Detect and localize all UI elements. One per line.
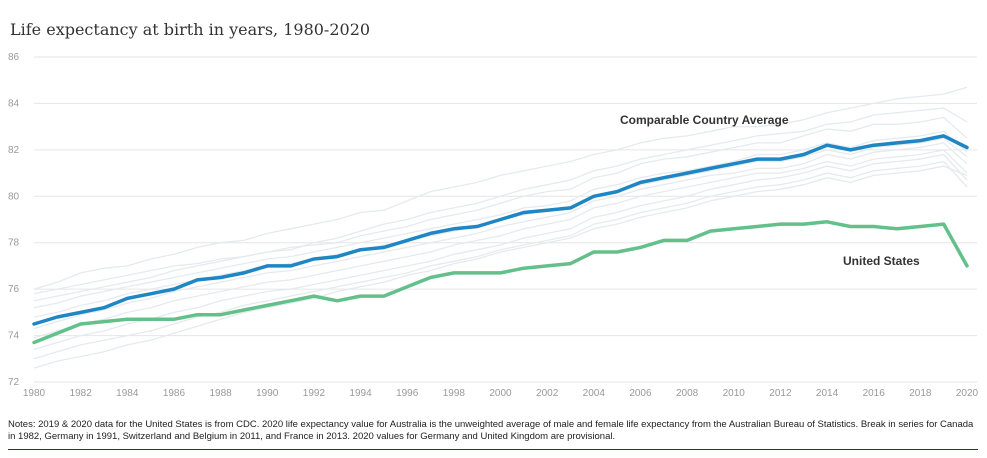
line-chart: 72 74 76 78 80 82 84 86 1980 1982 1984 1986 1988 199… <box>8 52 979 399</box>
background-country-line <box>33 160 968 360</box>
x-tick-label: 1994 <box>349 388 372 399</box>
background-country-line <box>33 149 968 339</box>
y-tick-label: 80 <box>8 191 20 202</box>
x-tick-label: 2016 <box>863 388 886 399</box>
background-country-line <box>33 142 968 330</box>
x-tick-label: 2006 <box>629 388 652 399</box>
x-tick-label: 1996 <box>396 388 419 399</box>
background-country-line <box>33 116 968 302</box>
background-country-line <box>33 165 968 369</box>
x-tick-label: 1980 <box>23 388 46 399</box>
comparable-country-average-line <box>32 134 969 326</box>
x-tick-label: 2020 <box>956 388 979 399</box>
y-tick-label: 82 <box>8 145 20 156</box>
y-tick-label: 76 <box>8 284 20 295</box>
x-tick-label: 2004 <box>583 388 606 399</box>
gridlines <box>34 56 977 383</box>
background-country-line <box>33 107 968 295</box>
comparable-country-average-label: Comparable Country Average <box>620 113 789 127</box>
x-tick-label: 2000 <box>489 388 512 399</box>
chart-title: Life expectancy at birth in years, 1980-… <box>10 20 371 39</box>
x-tick-label: 1992 <box>303 388 326 399</box>
background-country-line <box>33 153 968 351</box>
x-tick-label: 1986 <box>163 388 186 399</box>
background-country-lines <box>33 86 968 369</box>
x-tick-label: 2012 <box>769 388 792 399</box>
x-tick-label: 1990 <box>256 388 279 399</box>
x-tick-label: 2018 <box>909 388 932 399</box>
x-tick-label: 1982 <box>70 388 93 399</box>
series-labels: Comparable Country Average United States <box>620 113 920 268</box>
x-tick-label: 2002 <box>536 388 559 399</box>
x-axis: 1980 1982 1984 1986 1988 1990 1992 1994 1996 1998… <box>23 388 979 399</box>
y-tick-label: 86 <box>8 52 20 63</box>
series-lines <box>32 134 969 345</box>
y-axis: 72 74 76 78 80 82 84 86 <box>8 52 20 388</box>
x-tick-label: 2008 <box>676 388 699 399</box>
background-country-line <box>33 130 968 309</box>
notes: Notes: 2019 & 2020 data for the United S… <box>8 419 974 442</box>
x-tick-label: 1988 <box>209 388 232 399</box>
y-tick-label: 72 <box>8 377 20 388</box>
bottom-rule <box>8 449 978 450</box>
x-tick-label: 1984 <box>116 388 139 399</box>
united-states-line <box>32 220 969 345</box>
united-states-label: United States <box>843 254 920 268</box>
y-tick-label: 74 <box>8 331 20 342</box>
x-tick-label: 2010 <box>723 388 746 399</box>
x-tick-label: 1998 <box>443 388 466 399</box>
background-country-line <box>33 86 968 290</box>
y-tick-label: 78 <box>8 238 20 249</box>
y-tick-label: 84 <box>8 98 20 109</box>
x-tick-label: 2014 <box>816 388 839 399</box>
